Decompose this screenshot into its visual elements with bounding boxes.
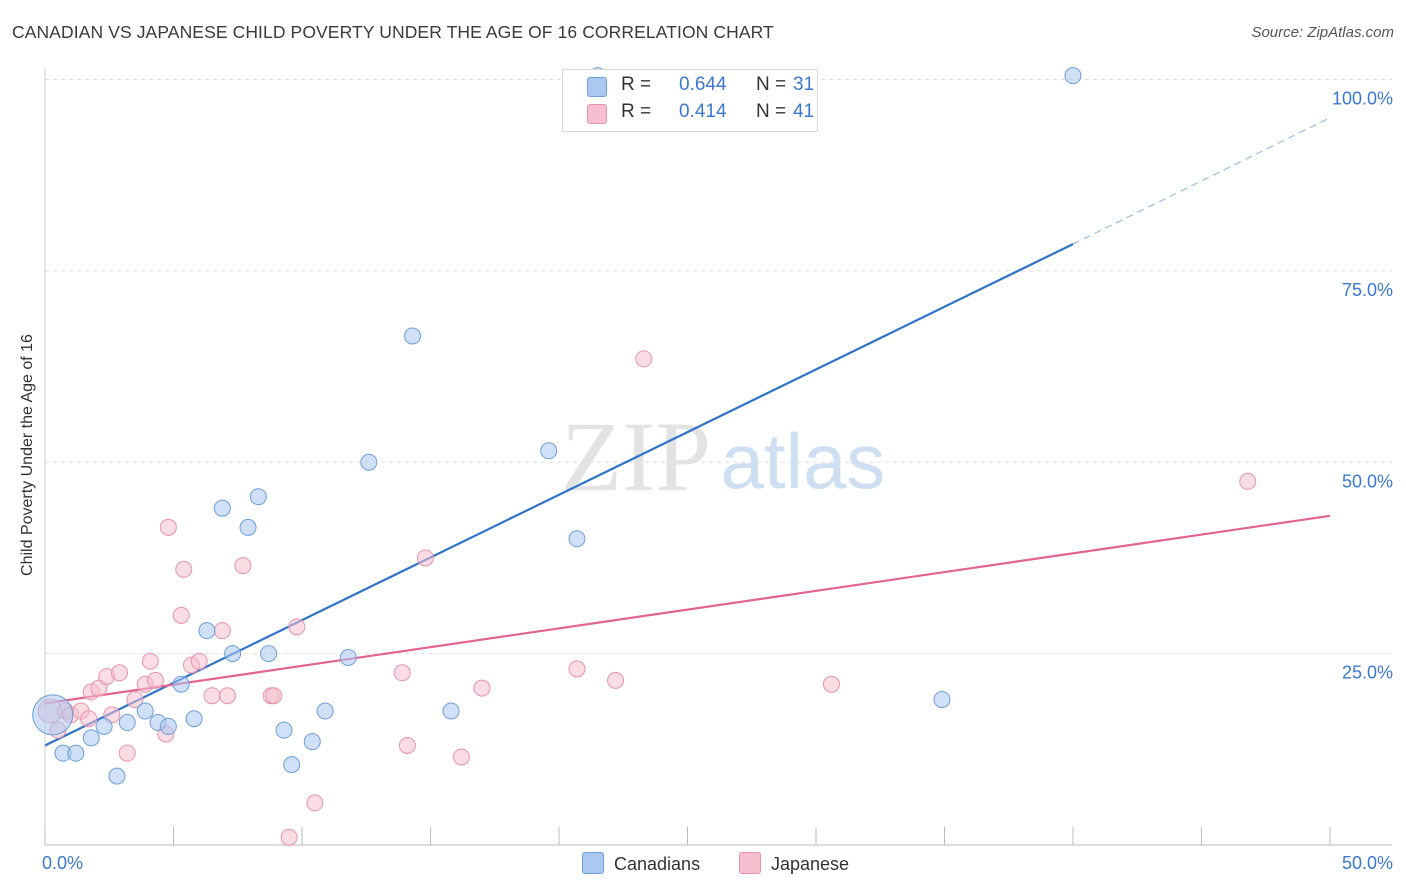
x-tick-label-min: 0.0%	[42, 853, 83, 873]
trend-line-japanese	[44, 514, 1331, 705]
point-japanese	[635, 350, 653, 368]
point-canadians	[198, 622, 216, 640]
point-canadians	[108, 767, 126, 785]
legend-n-label: N =	[756, 74, 787, 95]
tick-labels: 25.0% 50.0% 75.0% 100.0% 0.0% 50.0%	[42, 89, 1393, 874]
y-tick-label: 50.0%	[1342, 471, 1393, 491]
legend-r-value: 0.644	[679, 74, 727, 95]
legend-swatch-japanese	[587, 104, 607, 124]
point-japanese	[213, 622, 231, 640]
point-japanese	[159, 518, 177, 536]
y-tick-label: 25.0%	[1342, 663, 1393, 683]
point-canadians	[568, 530, 586, 548]
x-tick-label-max: 50.0%	[1342, 853, 1393, 873]
point-canadians	[95, 717, 113, 735]
trend-line-canadians-extension	[1072, 117, 1331, 245]
legend-item-canadians[interactable]: Canadians	[582, 852, 700, 875]
point-canadians	[239, 518, 257, 536]
legend-n-value: 41	[793, 101, 815, 122]
point-japanese	[398, 736, 416, 754]
legend-r-label: R =	[621, 74, 652, 95]
legend-n-label: N =	[756, 101, 787, 122]
point-canadians	[404, 327, 422, 345]
point-japanese	[568, 660, 586, 678]
source-label: Source: ZipAtlas.com	[1251, 24, 1394, 41]
watermark-atlas: atlas	[721, 417, 886, 505]
point-canadians	[442, 702, 460, 720]
point-japanese	[175, 560, 193, 578]
point-japanese	[393, 664, 411, 682]
legend-r-value: 0.414	[679, 101, 727, 122]
point-japanese	[203, 687, 221, 705]
point-japanese	[218, 687, 236, 705]
point-canadians	[540, 442, 558, 460]
legend-swatch-canadians	[587, 77, 607, 97]
point-japanese	[265, 687, 283, 705]
point-canadians	[224, 645, 242, 663]
point-japanese	[141, 652, 159, 670]
legend-swatch-canadians	[582, 852, 604, 874]
point-japanese	[172, 606, 190, 624]
point-japanese	[607, 671, 625, 689]
point-canadians	[339, 648, 357, 666]
point-canadians	[360, 453, 378, 471]
legend-label-japanese: Japanese	[771, 854, 850, 874]
y-tick-label: 75.0%	[1342, 280, 1393, 300]
point-canadians	[933, 691, 951, 709]
correlation-legend: R = 0.644 N = 31 R = 0.414 N = 41	[562, 69, 818, 132]
point-japanese	[80, 710, 98, 728]
point-canadians	[283, 756, 301, 774]
trend-line-canadians	[44, 243, 1074, 747]
point-japanese	[306, 794, 324, 812]
point-canadians	[1064, 67, 1082, 85]
legend-label-canadians: Canadians	[614, 854, 701, 874]
data-points	[32, 67, 1257, 846]
legend-swatch-japanese	[739, 852, 761, 874]
point-japanese	[280, 828, 298, 846]
legend-n-value: 31	[793, 74, 815, 95]
trend-lines	[44, 117, 1331, 747]
axes	[44, 68, 1392, 846]
point-japanese	[288, 618, 306, 636]
legend-item-japanese[interactable]: Japanese	[739, 852, 849, 875]
point-canadians	[136, 702, 154, 720]
point-canadians	[159, 717, 177, 735]
point-japanese	[126, 691, 144, 709]
point-canadians	[32, 694, 74, 736]
point-canadians	[185, 710, 203, 728]
point-canadians	[82, 729, 100, 747]
point-japanese	[416, 549, 434, 567]
point-canadians	[67, 744, 85, 762]
point-canadians	[275, 721, 293, 739]
point-japanese	[822, 675, 840, 693]
point-canadians	[249, 488, 267, 506]
legend-r-label: R =	[621, 101, 652, 122]
point-japanese	[147, 671, 165, 689]
point-canadians	[118, 714, 136, 732]
point-japanese	[190, 652, 208, 670]
point-canadians	[303, 733, 321, 751]
point-japanese	[1239, 472, 1257, 490]
point-japanese	[473, 679, 491, 697]
point-canadians	[213, 499, 231, 517]
point-japanese	[234, 557, 252, 575]
y-tick-label: 100.0%	[1332, 89, 1393, 109]
point-japanese	[118, 744, 136, 762]
point-canadians	[316, 702, 334, 720]
point-canadians	[172, 675, 190, 693]
point-japanese	[111, 664, 129, 682]
point-canadians	[260, 645, 278, 663]
chart-title: CANADIAN VS JAPANESE CHILD POVERTY UNDER…	[12, 22, 774, 42]
point-japanese	[452, 748, 470, 766]
